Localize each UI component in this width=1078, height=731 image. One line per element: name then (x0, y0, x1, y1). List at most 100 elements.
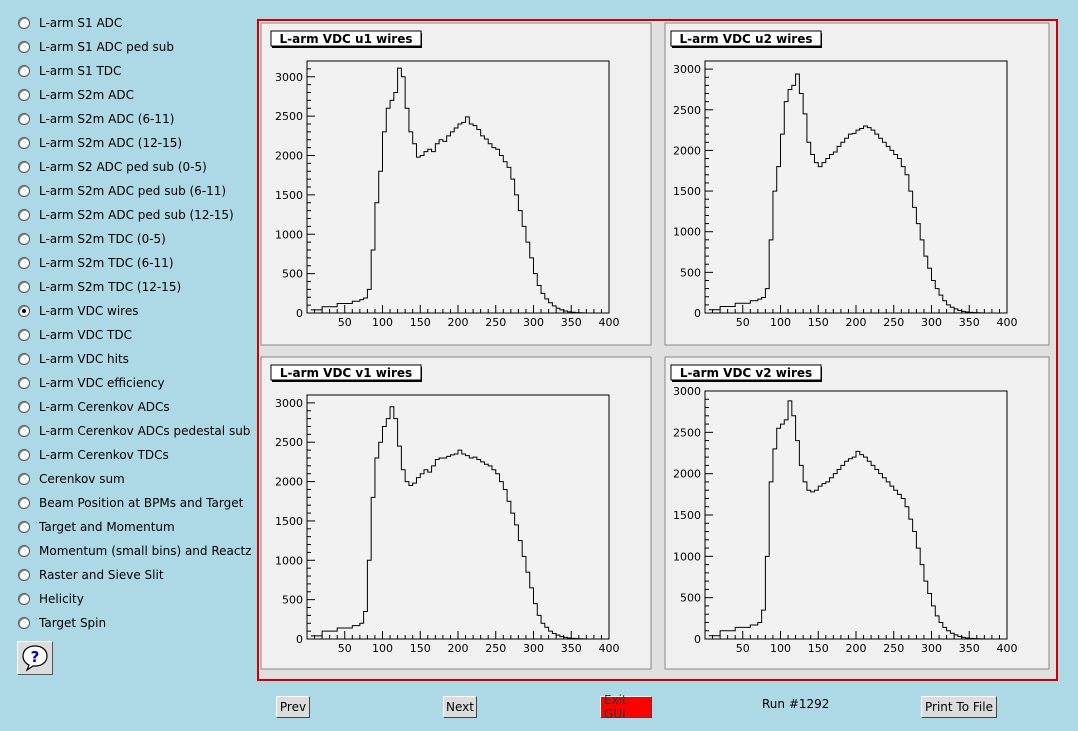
radio-button[interactable] (18, 257, 30, 269)
radio-button[interactable] (18, 185, 30, 197)
prev-button[interactable]: Prev (276, 696, 310, 718)
radio-button[interactable] (18, 593, 30, 605)
radio-item[interactable]: L-arm S1 TDC (18, 61, 121, 81)
x-tick-label: 100 (372, 316, 393, 329)
y-tick-label: 3000 (673, 63, 701, 76)
exit-gui-button[interactable]: Exit GUI (600, 693, 652, 721)
x-tick-label: 300 (523, 642, 544, 655)
chart-title: L-arm VDC v2 wires (680, 366, 812, 380)
y-tick-label: 500 (680, 266, 701, 279)
radio-button[interactable] (18, 233, 30, 245)
y-tick-label: 2500 (275, 110, 303, 123)
y-tick-label: 0 (296, 633, 303, 646)
radio-item[interactable]: L-arm S2m ADC (6-11) (18, 109, 174, 129)
radio-button[interactable] (18, 281, 30, 293)
x-tick-label: 250 (883, 316, 904, 329)
radio-button[interactable] (18, 353, 30, 365)
radio-button[interactable] (18, 65, 30, 77)
y-tick-label: 2500 (673, 104, 701, 117)
radio-button[interactable] (18, 113, 30, 125)
radio-item[interactable]: L-arm VDC efficiency (18, 373, 165, 393)
x-tick-label: 200 (448, 316, 469, 329)
question-mark-icon: ? (22, 645, 48, 672)
radio-item[interactable]: L-arm S1 ADC (18, 13, 122, 33)
radio-label: L-arm S1 ADC (39, 16, 123, 30)
radio-label: L-arm S2m ADC ped sub (6-11) (39, 184, 227, 198)
radio-button[interactable] (18, 209, 30, 221)
radio-item[interactable]: L-arm Cerenkov ADCs pedestal sub (18, 421, 250, 441)
plot-area (306, 394, 610, 640)
radio-label: Target and Momentum (39, 520, 175, 534)
radio-item[interactable]: L-arm Cerenkov ADCs (18, 397, 170, 417)
radio-label: L-arm VDC efficiency (39, 376, 165, 390)
radio-item[interactable]: L-arm S2m TDC (6-11) (18, 253, 174, 273)
radio-button[interactable] (18, 41, 30, 53)
radio-item[interactable]: L-arm S2m TDC (12-15) (18, 277, 181, 297)
radio-item[interactable]: L-arm S2m TDC (0-5) (18, 229, 166, 249)
x-tick-label: 50 (338, 316, 352, 329)
radio-item[interactable]: Helicity (18, 589, 84, 609)
radio-button[interactable] (18, 305, 30, 317)
radio-label: Raster and Sieve Slit (39, 568, 164, 582)
radio-button[interactable] (18, 617, 30, 629)
y-tick-label: 0 (694, 633, 701, 646)
radio-button[interactable] (18, 137, 30, 149)
x-tick-label: 400 (997, 316, 1018, 329)
radio-label: L-arm S1 TDC (39, 64, 122, 78)
run-number-label: Run #1292 (762, 697, 830, 711)
x-tick-label: 200 (448, 642, 469, 655)
x-tick-label: 150 (808, 316, 829, 329)
radio-button[interactable] (18, 329, 30, 341)
radio-button[interactable] (18, 521, 30, 533)
svg-text:?: ? (31, 648, 40, 666)
radio-item[interactable]: L-arm Cerenkov TDCs (18, 445, 169, 465)
radio-item[interactable]: Cerenkov sum (18, 469, 125, 489)
radio-button[interactable] (18, 161, 30, 173)
next-button[interactable]: Next (443, 696, 477, 718)
radio-item[interactable]: L-arm S2m ADC ped sub (12-15) (18, 205, 234, 225)
radio-button[interactable] (18, 401, 30, 413)
y-tick-label: 500 (282, 268, 303, 281)
radio-label: L-arm VDC hits (39, 352, 129, 366)
radio-item[interactable]: Target Spin (18, 613, 106, 633)
radio-label: L-arm S2m ADC (12-15) (39, 136, 183, 150)
print-to-file-button[interactable]: Print To File (921, 696, 997, 718)
radio-button[interactable] (18, 89, 30, 101)
radio-label: L-arm S2 ADC ped sub (0-5) (39, 160, 207, 174)
x-tick-label: 400 (997, 642, 1018, 655)
y-tick-label: 1000 (275, 228, 303, 241)
radio-item[interactable]: Target and Momentum (18, 517, 175, 537)
radio-button[interactable] (18, 425, 30, 437)
plots-canvas: L-arm VDC u1 wires 50 100 150 200 250 300 350 40… (260, 22, 1050, 670)
radio-button[interactable] (18, 449, 30, 461)
chart-pad: L-arm VDC u1 wires 50 100 150 200 250 300 350 40… (260, 22, 652, 346)
radio-item[interactable]: L-arm VDC TDC (18, 325, 132, 345)
x-tick-label: 400 (599, 642, 620, 655)
y-tick-label: 1000 (673, 550, 701, 563)
radio-item[interactable]: L-arm S2m ADC ped sub (6-11) (18, 181, 226, 201)
radio-button[interactable] (18, 497, 30, 509)
title-box (270, 30, 422, 47)
help-button[interactable]: ? (17, 641, 53, 675)
title-box (670, 30, 822, 47)
radio-item[interactable]: Raster and Sieve Slit (18, 565, 164, 585)
radio-button[interactable] (18, 545, 30, 557)
radio-button[interactable] (18, 569, 30, 581)
radio-button[interactable] (18, 473, 30, 485)
radio-button[interactable] (18, 377, 30, 389)
radio-item[interactable]: Beam Position at BPMs and Target (18, 493, 243, 513)
radio-label: L-arm S2m TDC (6-11) (39, 256, 174, 270)
radio-button[interactable] (18, 17, 30, 29)
radio-item[interactable]: L-arm S2m ADC (12-15) (18, 133, 182, 153)
radio-item[interactable]: L-arm S1 ADC ped sub (18, 37, 174, 57)
radio-item[interactable]: L-arm S2m ADC (18, 85, 134, 105)
radio-item[interactable]: Momentum (small bins) and Reactz (18, 541, 251, 561)
radio-item[interactable]: L-arm VDC hits (18, 349, 129, 369)
radio-item[interactable]: L-arm VDC wires (18, 301, 138, 321)
plot-area (306, 60, 610, 314)
radio-item[interactable]: L-arm S2 ADC ped sub (0-5) (18, 157, 207, 177)
y-tick-label: 2000 (673, 144, 701, 157)
chart-pad: L-arm VDC u2 wires 50 100 150 200 250 300 350 40… (664, 22, 1050, 346)
radio-label: L-arm VDC TDC (39, 328, 132, 342)
y-tick-label: 1500 (275, 515, 303, 528)
